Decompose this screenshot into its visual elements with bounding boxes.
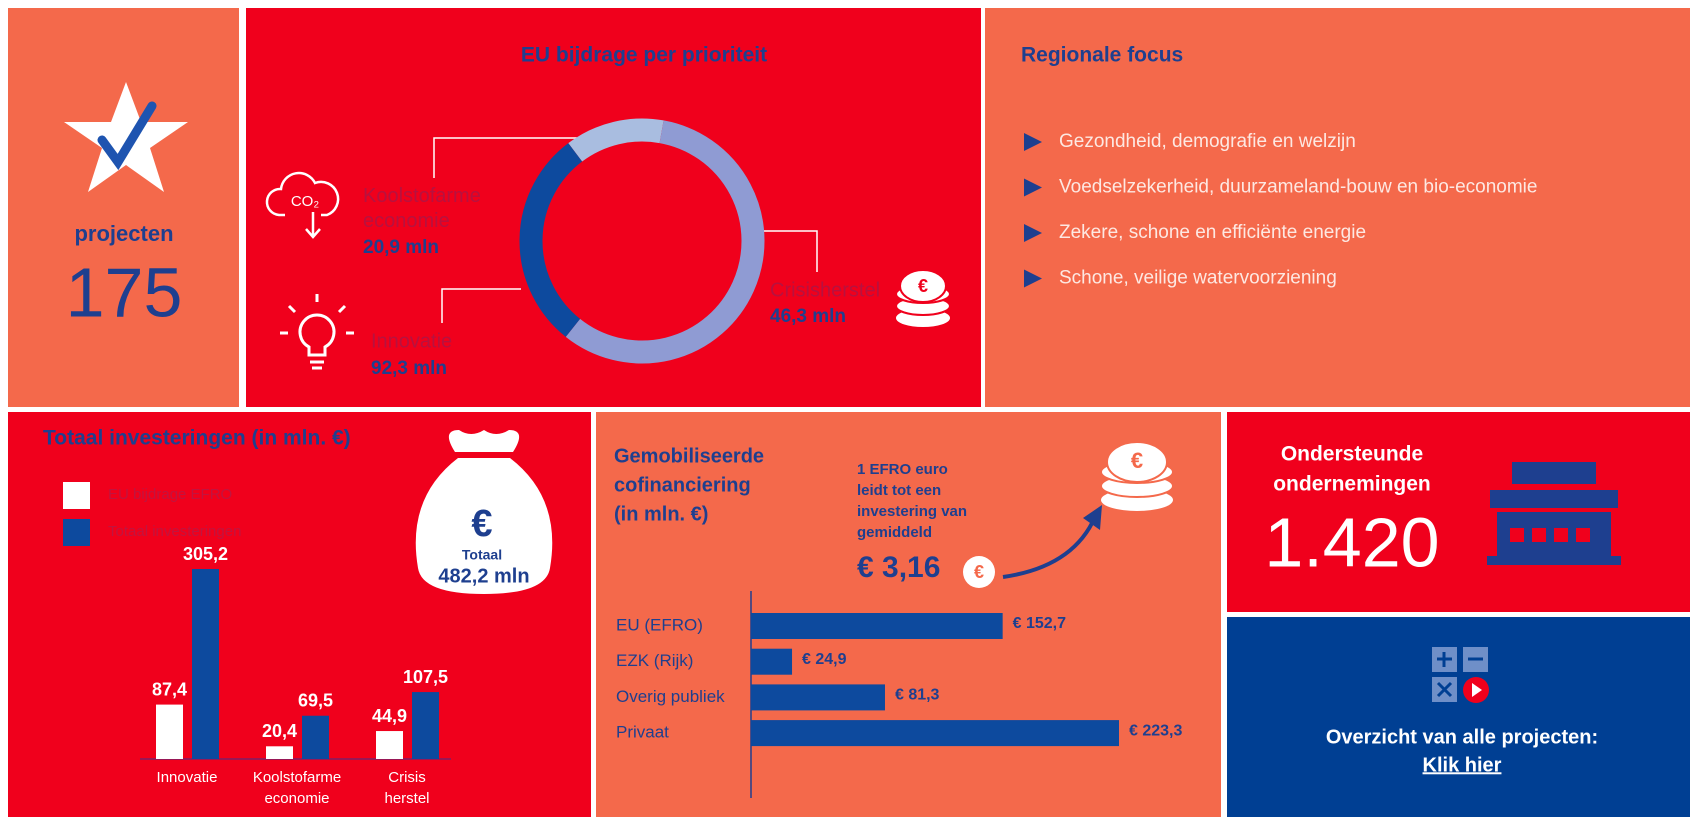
total-value: 482,2 mln: [438, 565, 529, 587]
total-label: Totaal: [462, 547, 502, 563]
bulb-icon: [280, 294, 354, 370]
co2-icon: CO₂: [265, 171, 340, 239]
bar: [751, 613, 1003, 639]
bar-value-label: 87,4: [152, 679, 187, 699]
y-tick-label: Privaat: [616, 723, 669, 742]
bar: [156, 704, 183, 759]
bullet: [1024, 133, 1042, 151]
bullet: [1024, 224, 1042, 242]
svg-text:€: €: [918, 276, 928, 296]
panel: [1227, 412, 1690, 612]
bullet: [1024, 178, 1042, 197]
y-tick-label: Overig publiek: [616, 687, 725, 706]
section-title: cofinanciering: [614, 474, 751, 496]
y-tick-label: EU (EFRO): [616, 615, 703, 634]
check-icon: [97, 101, 157, 171]
note: investering van: [857, 503, 967, 520]
donut-label: Koolstofarme economie: [363, 185, 481, 232]
chart-title: Totaal investeringen (in mln. €): [43, 427, 351, 450]
note: leidt tot een: [857, 482, 941, 499]
bar: [266, 746, 293, 759]
focus-item: Voedselzekerheid, duurzameland-bouw en b…: [1059, 177, 1537, 198]
donut-segment: [568, 118, 664, 162]
bar-value-label: € 24,9: [802, 651, 847, 668]
x-tick-label: Crisis herstel: [384, 769, 429, 807]
donut-value: 92,3 mln: [371, 358, 447, 379]
total-symbol: €: [471, 503, 492, 545]
bar-value-label: 305,2: [183, 544, 228, 564]
donut-value: 46,3 mln: [770, 306, 846, 327]
kpi-label: ondernemingen: [1273, 473, 1431, 496]
panel: [985, 8, 1690, 407]
donut-label: Innovatie: [371, 330, 452, 352]
calc-icon: [1432, 647, 1489, 703]
legend-swatch: [63, 482, 90, 509]
bar: [192, 569, 219, 759]
bullet: [1024, 269, 1042, 288]
panel: [8, 8, 239, 407]
bar: [412, 692, 439, 759]
note: 1 EFRO euro: [857, 461, 948, 478]
chart-title: EU bijdrage per prioriteit: [521, 44, 767, 67]
section-title: Gemobiliseerde: [614, 445, 764, 467]
coins-icon: €: [895, 269, 951, 327]
panel: [1227, 617, 1690, 817]
donut-segment: [565, 120, 765, 364]
building-icon: [1487, 462, 1621, 565]
overview-link[interactable]: Klik hier: [1423, 754, 1502, 776]
star-icon: [64, 82, 188, 192]
arrow-head: [1083, 505, 1102, 530]
donut-value: 20,9 mln: [363, 237, 439, 258]
y-tick-label: EZK (Rijk): [616, 651, 693, 670]
section-title: (in mln. €): [614, 503, 708, 525]
bar: [751, 648, 793, 675]
bar: [376, 731, 403, 759]
bar-value-label: 44,9: [372, 706, 407, 726]
bar-value-label: 107,5: [403, 667, 448, 687]
kpi-value: 1.420: [1264, 503, 1439, 581]
bar: [751, 720, 1119, 747]
bar-value-label: 20,4: [262, 721, 297, 741]
euro-icon: [963, 556, 995, 588]
focus-item: Zekere, schone en efficiënte energie: [1059, 222, 1366, 243]
bar: [302, 715, 329, 759]
euro-icon: €: [974, 562, 984, 582]
average-value: € 3,16: [857, 551, 940, 584]
kpi-label: Ondersteunde: [1281, 443, 1423, 466]
kpi-label: projecten: [74, 221, 173, 246]
bar-value-label: € 223,3: [1129, 722, 1182, 739]
bar: [751, 684, 885, 711]
legend-label: EU bijdrage EFRO: [108, 486, 232, 503]
coins-icon: €: [1100, 441, 1174, 511]
leader-line: [441, 288, 521, 323]
donut-label: Crisisherstel: [770, 279, 880, 301]
kpi-value: 175: [66, 253, 183, 331]
donut-segment: [519, 143, 583, 337]
section-title: Regionale focus: [1021, 44, 1183, 67]
arrow: [1002, 516, 1097, 579]
focus-item: Gezondheid, demografie en welzijn: [1059, 131, 1356, 152]
bar-value-label: 69,5: [298, 690, 333, 710]
svg-text:€: €: [1131, 448, 1143, 473]
note: gemiddeld: [857, 524, 932, 541]
overview-text: Overzicht van alle projecten:: [1326, 726, 1598, 748]
x-tick-label: Innovatie: [157, 769, 218, 786]
money-bag: [415, 430, 553, 594]
leader-line: [433, 137, 577, 178]
x-tick-label: Koolstofarme economie: [253, 769, 341, 807]
leader-line: [755, 230, 818, 272]
focus-item: Schone, veilige watervoorziening: [1059, 268, 1337, 289]
bar-value-label: € 81,3: [895, 687, 940, 704]
bar-value-label: € 152,7: [1013, 615, 1066, 632]
legend-label: Totaal investeringen: [108, 523, 241, 540]
svg-text:CO₂: CO₂: [291, 193, 320, 210]
legend-swatch: [63, 519, 90, 546]
